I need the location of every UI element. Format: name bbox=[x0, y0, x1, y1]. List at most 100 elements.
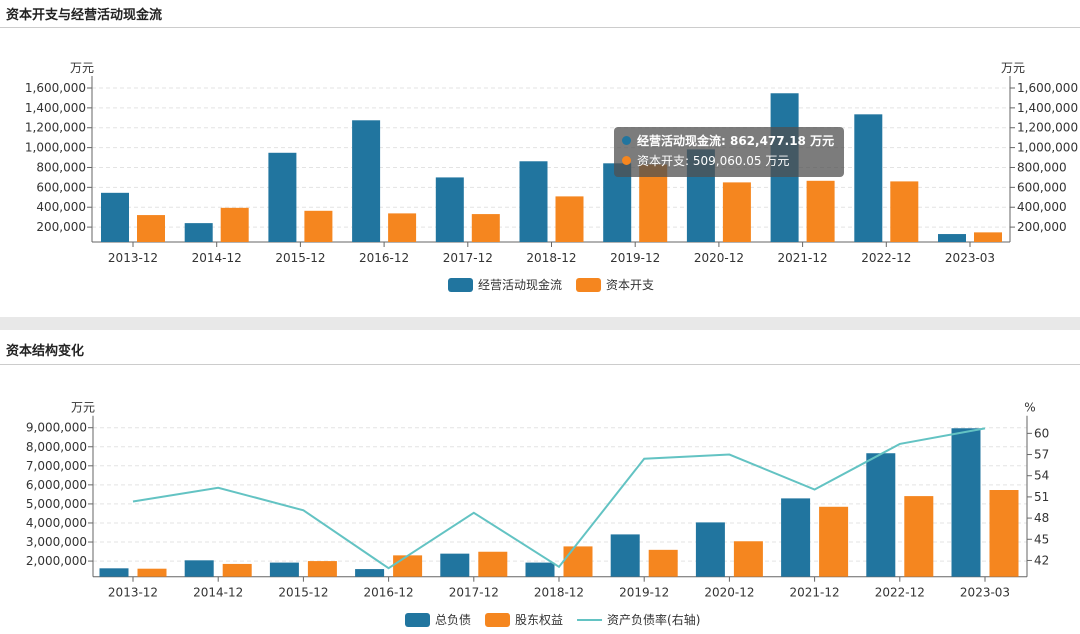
section-title-capital-structure: 资本结构变化 bbox=[6, 344, 85, 359]
bar-series2 bbox=[304, 210, 333, 242]
bar-series2 bbox=[806, 180, 835, 242]
y-tick-label-right: 600,000 bbox=[1017, 180, 1067, 194]
bar-series2 bbox=[478, 551, 508, 577]
legend-swatch-icon bbox=[485, 613, 511, 627]
bar-series1 bbox=[184, 223, 213, 242]
y-axis-unit-left: 万元 bbox=[70, 61, 94, 75]
bar-series2 bbox=[974, 232, 1002, 242]
y-tick-label: 1,600,000 bbox=[25, 81, 86, 95]
x-tick-label: 2015-12 bbox=[278, 586, 328, 600]
x-tick-label: 2013-12 bbox=[108, 251, 158, 265]
bar-series2 bbox=[471, 214, 500, 242]
tooltip-line-1: 经营活动现金流: 862,477.18 万元 bbox=[637, 134, 835, 148]
legend-label: 经营活动现金流 bbox=[478, 277, 562, 292]
y-tick-label-right: 1,200,000 bbox=[1017, 121, 1078, 135]
x-tick-label: 2018-12 bbox=[534, 586, 584, 600]
y-tick-label-right: 800,000 bbox=[1017, 160, 1067, 174]
bar-series2 bbox=[137, 568, 167, 577]
bar-series2 bbox=[393, 555, 423, 577]
y-axis-unit-right: % bbox=[1024, 401, 1035, 415]
bar-series2 bbox=[989, 490, 1019, 577]
x-tick-label: 2013-12 bbox=[108, 586, 158, 600]
y-tick-label-right: 51 bbox=[1034, 490, 1049, 504]
bar-series2 bbox=[555, 196, 584, 242]
x-tick-label: 2022-12 bbox=[875, 586, 925, 600]
bar-series1 bbox=[101, 192, 129, 242]
legend-label: 资产负债率(右轴) bbox=[607, 612, 700, 627]
section-title-capex: 资本开支与经营活动现金流 bbox=[6, 8, 163, 23]
y-tick-label: 2,000,000 bbox=[26, 554, 87, 568]
tooltip: 经营活动现金流: 862,477.18 万元 资本开支: 509,060.05 … bbox=[614, 127, 844, 177]
y-tick-label-right: 200,000 bbox=[1017, 220, 1067, 234]
bar-series1 bbox=[938, 234, 966, 242]
x-tick-label: 2020-12 bbox=[704, 586, 754, 600]
bar-series1 bbox=[440, 553, 470, 577]
series-dot-icon bbox=[622, 136, 631, 145]
bar-series2 bbox=[220, 207, 249, 242]
y-axis-unit-right: 万元 bbox=[1001, 61, 1025, 75]
bar-series2 bbox=[388, 213, 417, 242]
y-tick-label-right: 42 bbox=[1034, 553, 1049, 567]
bar-series2 bbox=[733, 541, 763, 577]
bar-series2 bbox=[563, 546, 593, 577]
bar-series1 bbox=[355, 569, 385, 577]
y-tick-label-right: 45 bbox=[1034, 532, 1049, 546]
y-tick-label: 9,000,000 bbox=[26, 421, 87, 435]
x-tick-label: 2021-12 bbox=[790, 586, 840, 600]
bar-series2 bbox=[222, 563, 252, 577]
bar-series1 bbox=[866, 453, 896, 577]
x-tick-label: 2021-12 bbox=[778, 251, 828, 265]
bar-series2 bbox=[307, 561, 337, 577]
y-tick-label-right: 400,000 bbox=[1017, 200, 1067, 214]
y-tick-label-right: 57 bbox=[1034, 448, 1049, 462]
line-series bbox=[132, 427, 986, 570]
x-tick-label: 2014-12 bbox=[193, 586, 243, 600]
bar-series1 bbox=[951, 428, 981, 577]
x-tick-label: 2023-03 bbox=[960, 586, 1010, 600]
bar-series1 bbox=[99, 568, 129, 577]
x-tick-label: 2023-03 bbox=[945, 251, 995, 265]
bar-series1 bbox=[695, 522, 725, 577]
bar-series2 bbox=[648, 549, 678, 577]
bar-series1 bbox=[435, 177, 464, 242]
y-tick-label: 800,000 bbox=[36, 160, 86, 174]
bar-series2 bbox=[819, 506, 849, 577]
section-separator bbox=[0, 317, 1080, 330]
y-tick-label-right: 60 bbox=[1034, 426, 1049, 440]
y-tick-label: 1,000,000 bbox=[25, 141, 86, 155]
y-tick-label: 6,000,000 bbox=[26, 478, 87, 492]
x-tick-label: 2019-12 bbox=[619, 586, 669, 600]
bar-series1 bbox=[184, 560, 214, 577]
series-dot-icon bbox=[622, 156, 631, 165]
bar-series1 bbox=[352, 120, 381, 242]
y-tick-label-right: 48 bbox=[1034, 511, 1049, 525]
bar-series2 bbox=[890, 181, 919, 242]
legend-label: 资本开支 bbox=[606, 278, 654, 292]
x-tick-label: 2015-12 bbox=[275, 251, 325, 265]
y-tick-label: 5,000,000 bbox=[26, 497, 87, 511]
x-tick-label: 2022-12 bbox=[861, 251, 911, 265]
y-tick-label-right: 1,600,000 bbox=[1017, 81, 1078, 95]
bar-series1 bbox=[610, 534, 640, 577]
y-tick-label-right: 54 bbox=[1034, 469, 1049, 483]
legend-swatch-icon bbox=[405, 613, 430, 627]
bar-series1 bbox=[268, 152, 297, 242]
legend-swatch-icon bbox=[448, 278, 473, 292]
legend-label: 总负债 bbox=[435, 613, 471, 627]
y-tick-label: 200,000 bbox=[36, 220, 86, 234]
bar-series1 bbox=[854, 114, 883, 242]
divider bbox=[0, 27, 1080, 28]
x-tick-label: 2018-12 bbox=[526, 251, 576, 265]
tooltip-line-2: 资本开支: 509,060.05 万元 bbox=[637, 154, 790, 168]
y-axis-unit-left: 万元 bbox=[71, 401, 95, 415]
x-tick-label: 2019-12 bbox=[610, 251, 660, 265]
bar-series1 bbox=[781, 498, 811, 577]
bar-series2 bbox=[639, 164, 668, 242]
y-tick-label: 1,400,000 bbox=[25, 101, 86, 115]
y-tick-label: 8,000,000 bbox=[26, 440, 87, 454]
y-tick-label: 7,000,000 bbox=[26, 459, 87, 473]
y-tick-label: 4,000,000 bbox=[26, 516, 87, 530]
bar-series2 bbox=[722, 182, 751, 242]
x-tick-label: 2014-12 bbox=[192, 251, 242, 265]
bar-series2 bbox=[137, 215, 165, 242]
